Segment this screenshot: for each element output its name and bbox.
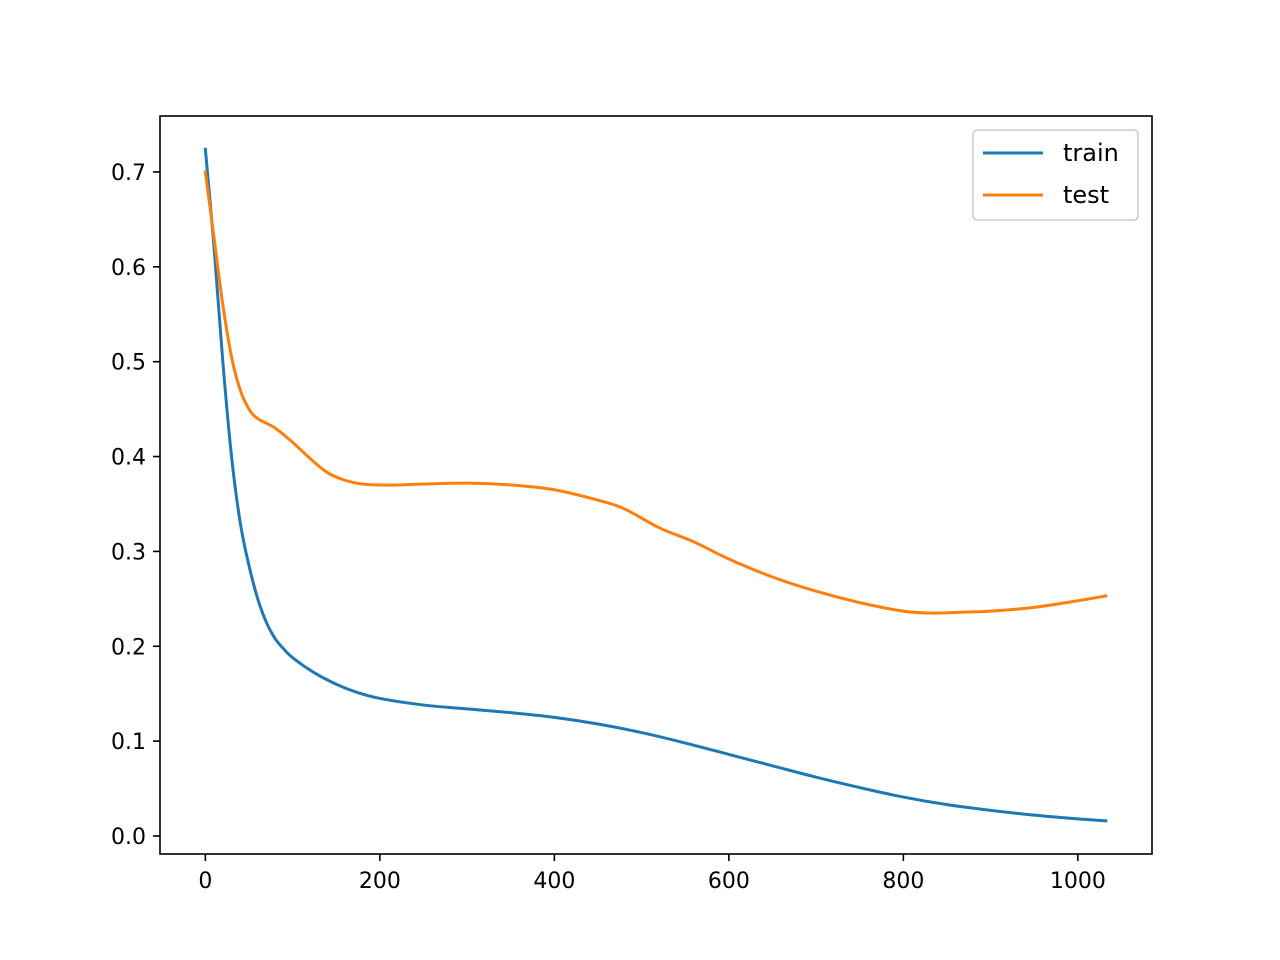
x-tick-label: 400 — [533, 869, 575, 894]
legend-label-test: test — [1063, 181, 1109, 209]
y-tick-label: 0.7 — [111, 161, 146, 186]
y-tick-label: 0.3 — [111, 540, 146, 565]
plot-frame — [159, 115, 1153, 855]
x-axis: 0 200 400 600 800 1000 — [198, 854, 1106, 894]
series-line-test — [203, 170, 1108, 615]
legend: train test — [972, 129, 1139, 221]
y-tick-label: 0.4 — [111, 446, 146, 471]
y-tick-label: 0.5 — [111, 351, 146, 376]
x-tick-label: 800 — [882, 869, 924, 894]
y-tick-label: 0.6 — [111, 256, 146, 281]
x-tick-label: 600 — [708, 869, 750, 894]
series-layer — [203, 147, 1108, 823]
y-tick-label: 0.2 — [111, 635, 146, 660]
series-line-train — [203, 147, 1108, 823]
legend-label-train: train — [1063, 139, 1119, 167]
y-tick-label: 0.1 — [111, 730, 146, 755]
y-tick-label: 0.0 — [111, 825, 146, 850]
x-tick-label: 200 — [359, 869, 401, 894]
x-tick-label: 0 — [198, 869, 212, 894]
y-axis: 0.0 0.1 0.2 0.3 0.4 0.5 0.6 0.7 — [111, 161, 160, 850]
x-tick-label: 1000 — [1050, 869, 1106, 894]
